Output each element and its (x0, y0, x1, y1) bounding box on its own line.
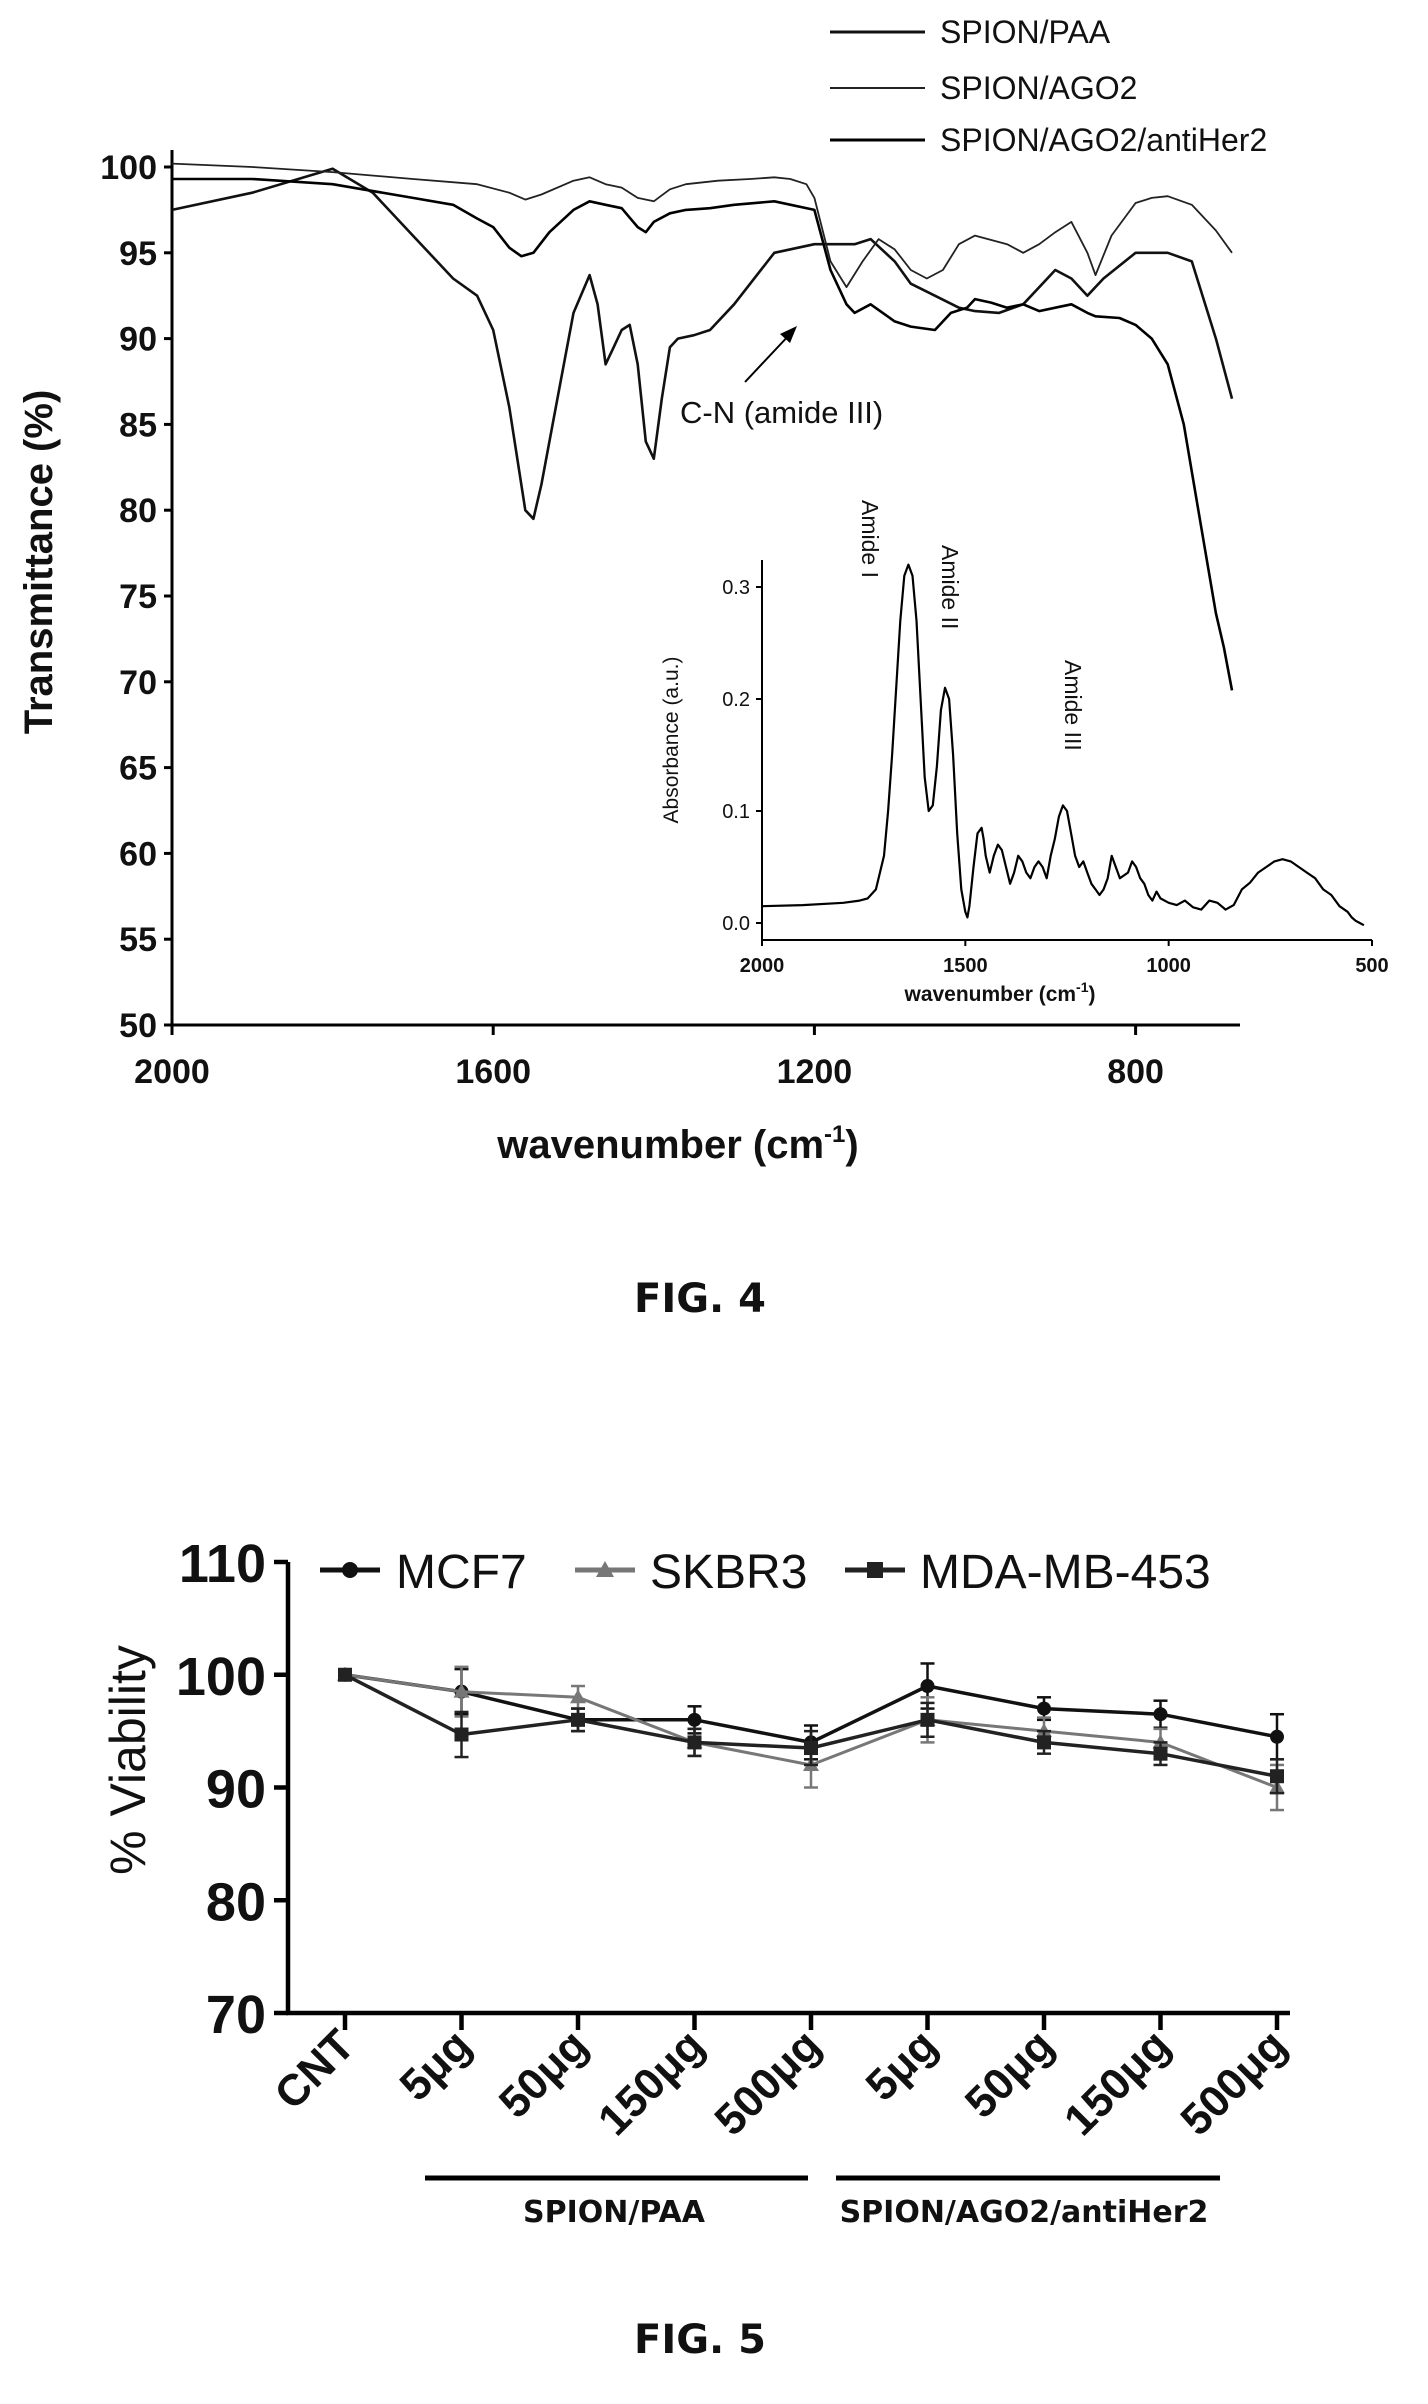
x-tick-label: 1200 (777, 1053, 853, 1091)
series-line-1 (171, 167, 1234, 521)
fig4-caption: FIG. 4 (634, 1276, 766, 1322)
y-tick-label: 80 (206, 1872, 266, 1932)
data-point (453, 1683, 470, 1698)
inset-annotation-amide-ii: Amide II (937, 545, 963, 629)
group-label-spion-ago2-antiher2: SPION/AGO2/antiHer2 (840, 2195, 1209, 2230)
x-tick-label: 150μg (589, 2020, 714, 2145)
data-point (1153, 1746, 1168, 1761)
inset-x-tick-label: 1500 (943, 955, 988, 977)
y-tick-label: 110 (179, 1534, 266, 1594)
legend-label-spion-ago2: SPION/AGO2 (940, 70, 1137, 106)
y-tick-label: 80 (119, 492, 157, 530)
y-tick-label: 100 (100, 149, 157, 187)
legend-label-skbr3: SKBR3 (650, 1546, 807, 1599)
data-point (920, 1679, 935, 1694)
y-tick-label: 65 (119, 750, 157, 788)
fig4-grid-and-axes (170, 150, 1240, 1027)
inset-x-tick-label: 2000 (740, 955, 785, 977)
data-point (1270, 1769, 1284, 1784)
inset-x-tick-label: 1000 (1146, 955, 1191, 977)
inset-x-ticks: 2000 1500 1000 500 (740, 940, 1389, 977)
fig5-caption: FIG. 5 (634, 2317, 766, 2363)
fig5-y-ticks: 70 80 90 100 110 (176, 1534, 288, 2045)
y-tick-label: 90 (119, 321, 157, 359)
fig5-y-axis-label: % Viability (100, 1645, 156, 1875)
fig4-legend: SPION/PAA SPION/AGO2 SPION/AGO2/antiHer2 (830, 14, 1267, 158)
fig4-x-ticks: 2000 1600 1200 800 (134, 1025, 1164, 1091)
legend-label-spion-ago2-antiher2: SPION/AGO2/antiHer2 (940, 122, 1267, 158)
inset-y-ticks: 0.0 0.1 0.2 0.3 (722, 577, 762, 935)
fig4-series (171, 162, 1234, 691)
inset-x-axis-label: wavenumber (cm-1) (903, 979, 1095, 1006)
data-point (1037, 1701, 1051, 1716)
legend-marker-skbr3 (596, 1561, 614, 1577)
annotation-text: C-N (amide III) (680, 395, 883, 430)
inset-x-tick-label: 500 (1355, 955, 1388, 977)
data-point (571, 1712, 585, 1727)
fig4-y-ticks: 50 55 60 65 70 75 80 85 90 95 100 (100, 149, 172, 1045)
legend-label-mcf7: MCF7 (396, 1546, 527, 1599)
data-point (1270, 1729, 1284, 1744)
data-point (570, 1689, 586, 1704)
data-point (920, 1712, 935, 1727)
annotation-arrow-head (780, 326, 797, 343)
y-tick-label: 100 (176, 1647, 266, 1707)
legend-label-mda-mb-453: MDA-MB-453 (920, 1546, 1211, 1599)
fig5-legend: MCF7 SKBR3 MDA-MB-453 (320, 1546, 1211, 1599)
x-tick-label: 1600 (455, 1053, 531, 1091)
data-point (338, 1667, 352, 1682)
inset-annotation-amide-iii: Amide III (1060, 660, 1086, 751)
x-tick-label: 150μg (1055, 2020, 1180, 2145)
y-tick-label: 90 (206, 1760, 266, 1820)
x-tick-label: 2000 (134, 1053, 210, 1091)
inset-y-tick-label: 0.1 (722, 801, 750, 823)
fig4-x-axis-label: wavenumber (cm-1) (496, 1121, 858, 1167)
legend-marker-mcf7 (342, 1562, 358, 1578)
fig4-y-axis-label: Transmittance (%) (17, 390, 61, 735)
x-tick-label: 500μg (1171, 2020, 1296, 2145)
y-tick-label: 70 (206, 1985, 266, 2045)
x-tick-label: 50μg (956, 2020, 1063, 2127)
fig5-series (337, 1662, 1285, 1812)
inset-y-tick-label: 0.0 (722, 913, 750, 935)
fig4-inset: 0.0 0.1 0.2 0.3 2000 1500 1000 500 Absorbance … (660, 500, 1389, 1006)
x-tick-label: 5μg (391, 2020, 481, 2110)
data-point (1037, 1735, 1051, 1750)
inset-y-tick-label: 0.2 (722, 689, 750, 711)
y-tick-label: 85 (119, 406, 157, 444)
x-tick-label: 50μg (490, 2020, 597, 2127)
y-tick-label: 50 (119, 1007, 157, 1045)
data-point (1153, 1707, 1168, 1722)
group-label-spion-paa: SPION/PAA (523, 2195, 706, 2230)
data-point (687, 1712, 702, 1727)
data-point (454, 1727, 469, 1742)
series-line-2 (171, 162, 1233, 289)
fig5-group-brackets: SPION/PAA SPION/AGO2/antiHer2 (425, 2175, 1220, 2230)
inset-series (761, 563, 1365, 927)
x-tick-label: CNT (265, 2020, 364, 2119)
legend-marker-mda-mb-453 (867, 1562, 883, 1578)
x-tick-label: 500μg (705, 2020, 830, 2145)
y-tick-label: 75 (119, 578, 157, 616)
data-point (687, 1735, 702, 1750)
fig4-annotation: C-N (amide III) (680, 326, 883, 430)
y-tick-label: 70 (119, 664, 157, 702)
y-tick-label: 55 (119, 921, 157, 959)
annotation-arrow-line (744, 331, 793, 383)
legend-label-spion-paa: SPION/PAA (940, 14, 1111, 50)
y-tick-label: 60 (119, 835, 157, 873)
y-tick-label: 95 (119, 235, 157, 273)
inset-y-axis-label: Absorbance (a.u.) (660, 657, 683, 824)
inset-spectrum-line (761, 563, 1365, 927)
series-line-3 (172, 177, 1234, 691)
x-tick-label: 5μg (857, 2020, 947, 2110)
x-tick-label: 800 (1107, 1053, 1164, 1091)
data-point (804, 1741, 818, 1756)
inset-y-tick-label: 0.3 (722, 577, 750, 599)
inset-annotation-amide-i: Amide I (857, 500, 883, 578)
